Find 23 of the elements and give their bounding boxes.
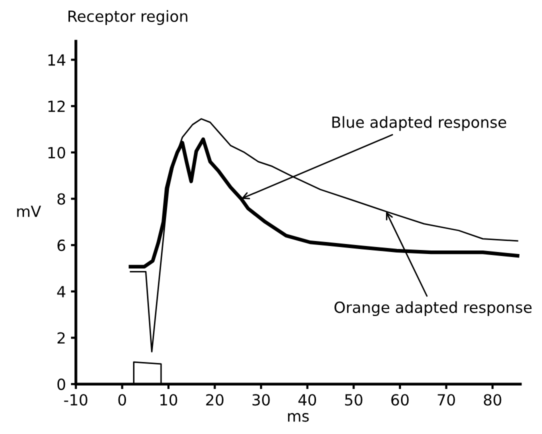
annotation: Orange adapted response (334, 301, 532, 316)
y-tick-label: 12 (48, 100, 65, 112)
y-tick-label: 14 (48, 54, 66, 66)
x-tick-label: 30 (252, 394, 270, 406)
x-tick-label: 40 (298, 394, 316, 406)
x-tick-label: 80 (484, 394, 502, 406)
y-axis-title: mV (17, 206, 42, 217)
y-tick-label: 0 (57, 378, 66, 390)
y-tick-label: 4 (57, 286, 66, 298)
chart-title: Receptor region (68, 10, 188, 25)
x-tick-label: 0 (118, 394, 126, 406)
x-tick-label: 70 (438, 394, 455, 406)
y-tick-label: 6 (58, 240, 66, 252)
x-tick-label: 10 (160, 394, 178, 406)
x-tick-label: 20 (206, 394, 224, 406)
annotation: Blue adapted response (332, 116, 506, 131)
y-tick-label: 2 (58, 332, 65, 344)
y-tick-label: 10 (48, 146, 66, 158)
y-tick-label: 8 (57, 193, 66, 205)
x-tick-label: -10 (64, 394, 88, 406)
x-tick-label: 60 (391, 394, 409, 406)
x-tick-label: 50 (345, 394, 362, 406)
x-axis-title: ms (288, 413, 309, 422)
